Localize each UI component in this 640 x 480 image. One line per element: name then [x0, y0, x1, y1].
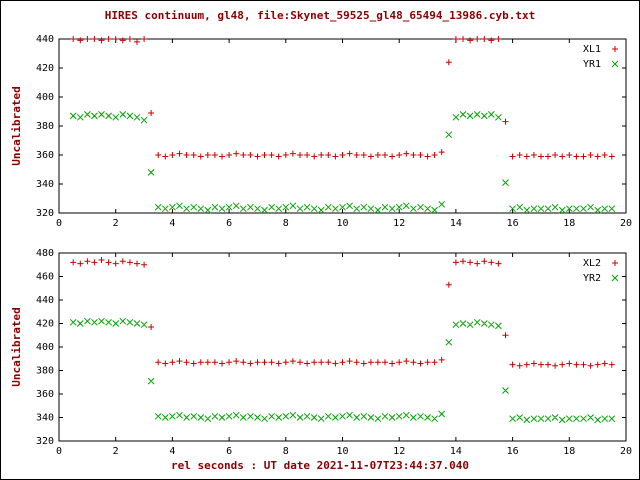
legend-entry-XL2: XL2 — [583, 258, 618, 269]
x-tick-label: 8 — [283, 446, 289, 457]
x-tick-label: 0 — [56, 446, 62, 457]
legend-label: XL2 — [583, 258, 601, 269]
x-tick-label: 2 — [113, 218, 119, 229]
x-tick-label: 0 — [56, 218, 62, 229]
y-tick-label: 400 — [36, 342, 54, 353]
y-tick-label: 340 — [36, 413, 54, 424]
y-tick-label: 360 — [36, 150, 54, 161]
x-tick-label: 18 — [563, 446, 575, 457]
y-tick-label: 380 — [36, 121, 54, 132]
y-tick-label: 440 — [36, 34, 54, 45]
y-tick-label: 340 — [36, 179, 54, 190]
y-tick-label: 380 — [36, 366, 54, 377]
x-tick-label: 6 — [226, 446, 232, 457]
y-tick-label: 320 — [36, 436, 54, 447]
legend-label: YR1 — [583, 59, 601, 70]
y-tick-label: 420 — [36, 319, 54, 330]
series-XL2-points — [70, 257, 615, 369]
x-tick-label: 20 — [620, 218, 632, 229]
x-tick-label: 16 — [507, 218, 519, 229]
y-tick-label: 460 — [36, 272, 54, 283]
chart-title: HIRES continuum, gl48, file:Skynet_59525… — [104, 9, 536, 22]
x-tick-label: 4 — [169, 218, 175, 229]
legend-plus-marker-icon — [612, 46, 618, 52]
y-tick-label: 420 — [36, 63, 54, 74]
x-tick-label: 6 — [226, 218, 232, 229]
y-tick-label: 440 — [36, 295, 54, 306]
x-tick-label: 10 — [336, 218, 348, 229]
x-tick-label: 10 — [336, 446, 348, 457]
x-tick-label: 12 — [393, 446, 405, 457]
legend-plus-marker-icon — [612, 260, 618, 266]
x-tick-label: 18 — [563, 218, 575, 229]
x-tick-label: 14 — [450, 446, 462, 457]
series-XL1-points — [70, 36, 615, 160]
x-axis-label: rel seconds : UT date 2021-11-07T23:44:3… — [170, 459, 469, 472]
y-tick-label: 480 — [36, 248, 54, 259]
legend-entry-YR2: YR2 — [583, 273, 619, 284]
series-YR2-points — [69, 317, 616, 424]
x-tick-label: 2 — [113, 446, 119, 457]
top-panel-chart: 0 2 4 6 8 10 12 14 16 18 20 320 340 360 380 400 420 440 XL… — [36, 34, 632, 229]
legend-entry-YR1: YR1 — [583, 59, 619, 70]
x-tick-label: 14 — [450, 218, 462, 229]
x-tick-label: 20 — [620, 446, 632, 457]
x-tick-label: 4 — [169, 446, 175, 457]
x-tick-label: 12 — [393, 218, 405, 229]
bottom-panel-chart: 0 2 4 6 8 10 12 14 16 18 20 320 340 360 380 400 420 440 46… — [36, 248, 632, 457]
y-tick-label: 400 — [36, 92, 54, 103]
series-YR1-points — [69, 111, 616, 214]
y-tick-label: 320 — [36, 208, 54, 219]
x-tick-label: 16 — [507, 446, 519, 457]
legend-label: XL1 — [583, 44, 601, 55]
x-tick-label: 8 — [283, 218, 289, 229]
plot-border — [58, 252, 627, 442]
legend-entry-XL1: XL1 — [583, 44, 618, 55]
y-tick-label: 360 — [36, 389, 54, 400]
legend-cross-marker-icon — [611, 274, 619, 282]
plot-border — [58, 38, 627, 214]
legend-cross-marker-icon — [611, 60, 619, 68]
legend-label: YR2 — [583, 273, 601, 284]
